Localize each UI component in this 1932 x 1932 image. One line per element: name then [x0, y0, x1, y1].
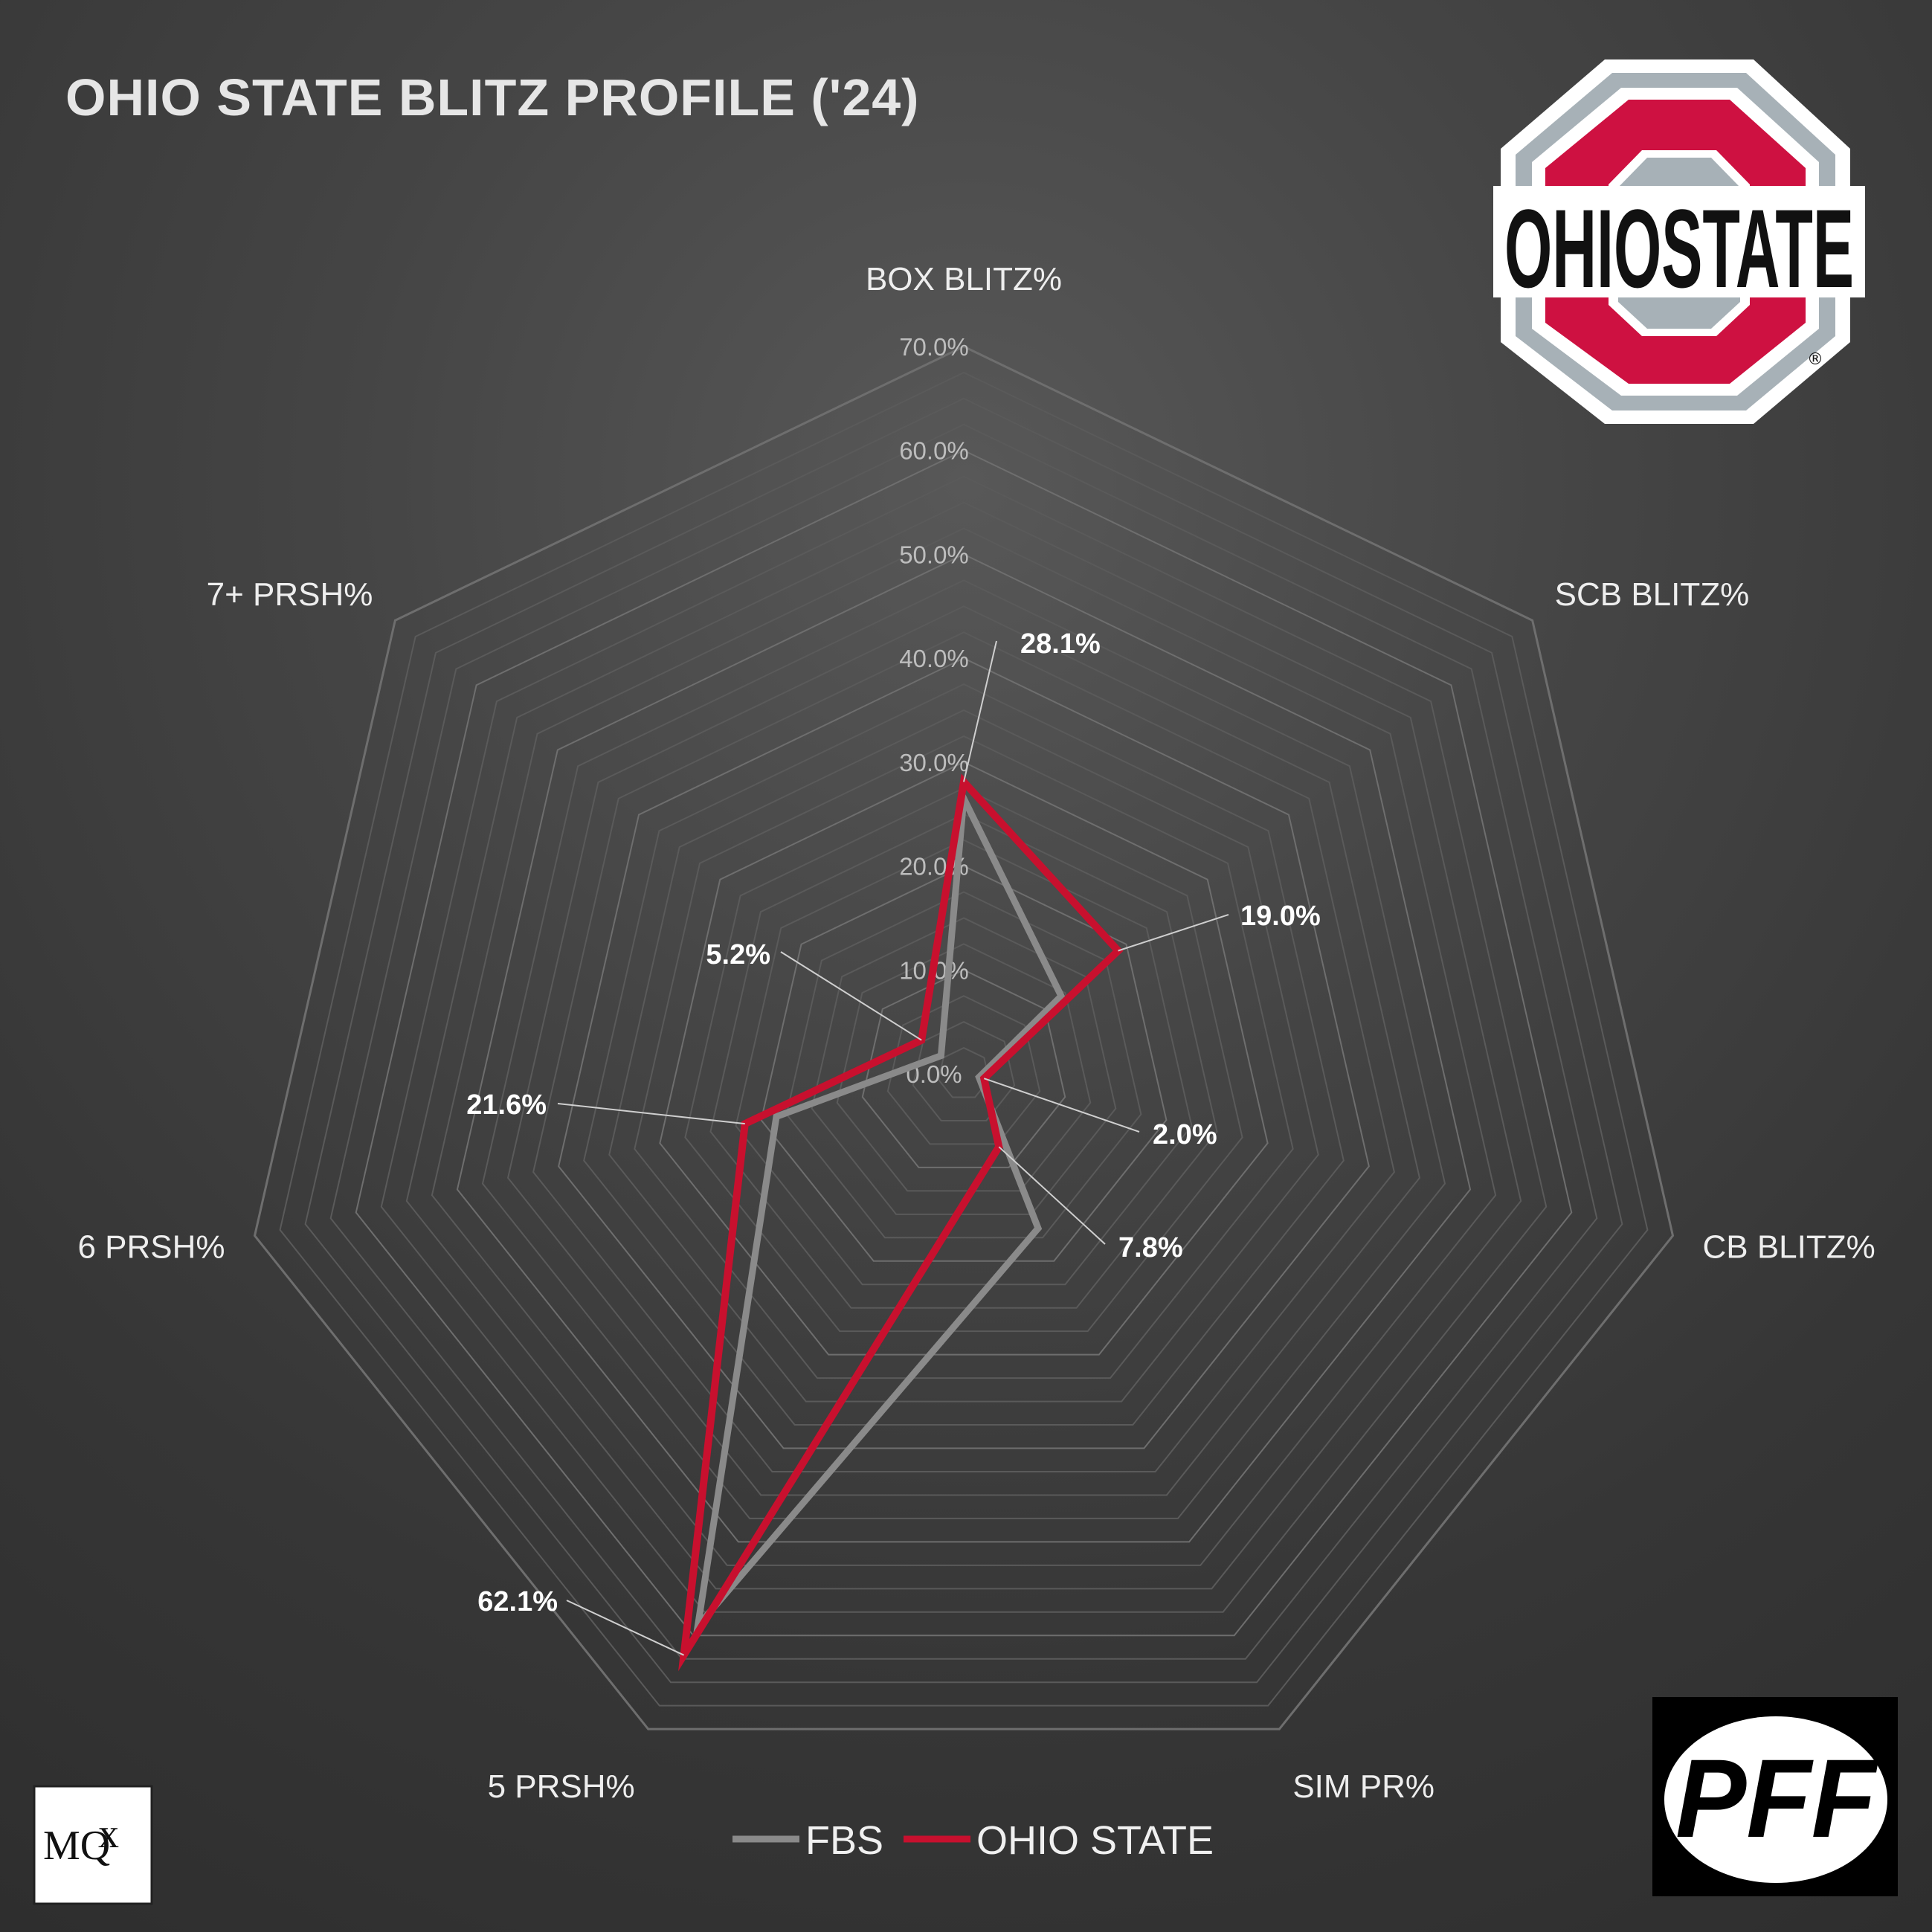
leader-line: [780, 951, 922, 1041]
grid-ring: [608, 709, 1319, 1403]
data-label-scb-blitz-: 19.0%: [1240, 901, 1321, 932]
grid-ring: [481, 579, 1446, 1519]
grid-ring: [634, 735, 1294, 1379]
grid-ring: [684, 787, 1243, 1333]
series-lines: [678, 773, 1124, 1672]
legend: FBS OHIO STATE: [732, 1818, 1214, 1863]
pff-logo-oval: [1664, 1716, 1887, 1883]
data-label-box-blitz-: 28.1%: [1020, 628, 1101, 660]
radial-tick-label: 70.0%: [899, 333, 969, 361]
grid-ring: [355, 449, 1573, 1637]
data-label-7-prsh-: 5.2%: [706, 939, 770, 970]
leader-line: [566, 1600, 684, 1656]
mq-logo-box: [33, 1785, 153, 1905]
grid-ring: [380, 475, 1548, 1613]
axis-label-sim-pr-: SIM PR%: [1292, 1768, 1434, 1805]
radar-grid: [253, 345, 1675, 1730]
grid-ring: [861, 969, 1066, 1168]
leader-line: [983, 1078, 1140, 1133]
leader-line: [963, 640, 997, 782]
logo-registered-mark: ®: [1807, 350, 1823, 369]
grid-ring: [532, 631, 1395, 1472]
grid-ring: [279, 371, 1649, 1707]
data-label-5-prsh-: 62.1%: [477, 1586, 558, 1617]
axis-label-6-prsh-: 6 PRSH%: [77, 1229, 225, 1266]
grid-ring: [811, 917, 1117, 1215]
series-line-ohio-state: [678, 773, 1124, 1672]
grid-ring: [558, 657, 1370, 1449]
grid-ring: [785, 891, 1142, 1239]
axis-labels: BOX BLITZ% SCB BLITZ% CB BLITZ% SIM PR% 5 PR…: [77, 261, 1875, 1805]
grid-ring: [735, 839, 1193, 1286]
logo-wordmark: OHIOSTATE: [1504, 186, 1854, 311]
radial-tick-label: 50.0%: [899, 541, 969, 568]
series-line-fbs: [692, 786, 1066, 1638]
axis-label-5-prsh-: 5 PRSH%: [488, 1768, 635, 1805]
axis-label-scb-blitz-: SCB BLITZ%: [1555, 576, 1750, 613]
leader-line: [557, 1103, 745, 1125]
mq-logo: MQ x: [33, 1785, 153, 1905]
radial-tick-label: 60.0%: [899, 437, 969, 465]
grid-ring: [709, 813, 1218, 1309]
data-label-cb-blitz-: 2.0%: [1153, 1119, 1217, 1150]
legend-label-ohio-state: OHIO STATE: [976, 1818, 1214, 1863]
radial-tick-label: 40.0%: [899, 645, 969, 672]
data-label-6-prsh-: 21.6%: [466, 1089, 547, 1121]
logo-band: [1493, 186, 1865, 297]
legend-label-fbs: FBS: [805, 1818, 883, 1863]
pff-logo: PFF: [1652, 1697, 1898, 1896]
mq-logo-subscript: x: [98, 1811, 119, 1857]
leader-line: [998, 1146, 1106, 1245]
pff-logo-text: PFF: [1675, 1736, 1878, 1861]
axis-label-box-blitz-: BOX BLITZ%: [866, 261, 1062, 297]
chart-title: OHIO STATE BLITZ PROFILE ('24): [65, 68, 920, 126]
grid-ring: [329, 423, 1598, 1660]
grid-ring: [937, 1046, 991, 1098]
grid-ring: [253, 345, 1675, 1730]
grid-ring: [659, 761, 1269, 1356]
grid-ring: [405, 501, 1522, 1590]
data-labels: 28.1% 19.0% 2.0% 7.8% 62.1% 21.6% 5.2%: [466, 628, 1321, 1617]
grid-ring: [431, 527, 1497, 1566]
leader-line: [1118, 914, 1229, 952]
grid-ring: [760, 865, 1168, 1262]
axis-label-7-prsh-: 7+ PRSH%: [207, 576, 373, 613]
radial-tick-label: 30.0%: [899, 749, 969, 776]
ohio-state-logo: OHIOSTATE ®: [1493, 59, 1865, 424]
mq-logo-text: MQ: [43, 1823, 110, 1869]
grid-ring: [506, 605, 1421, 1496]
grid-ring: [304, 397, 1623, 1684]
axis-label-cb-blitz-: CB BLITZ%: [1702, 1229, 1875, 1266]
data-label-leaders: [557, 640, 1229, 1656]
grid-ring: [583, 683, 1345, 1426]
grid-ring: [836, 943, 1092, 1192]
data-label-sim-pr-: 7.8%: [1118, 1232, 1183, 1263]
grid-ring: [456, 553, 1472, 1543]
radial-tick-labels: 0.0%10.0%20.0%30.0%40.0%50.0%60.0%70.0%: [899, 333, 969, 1088]
